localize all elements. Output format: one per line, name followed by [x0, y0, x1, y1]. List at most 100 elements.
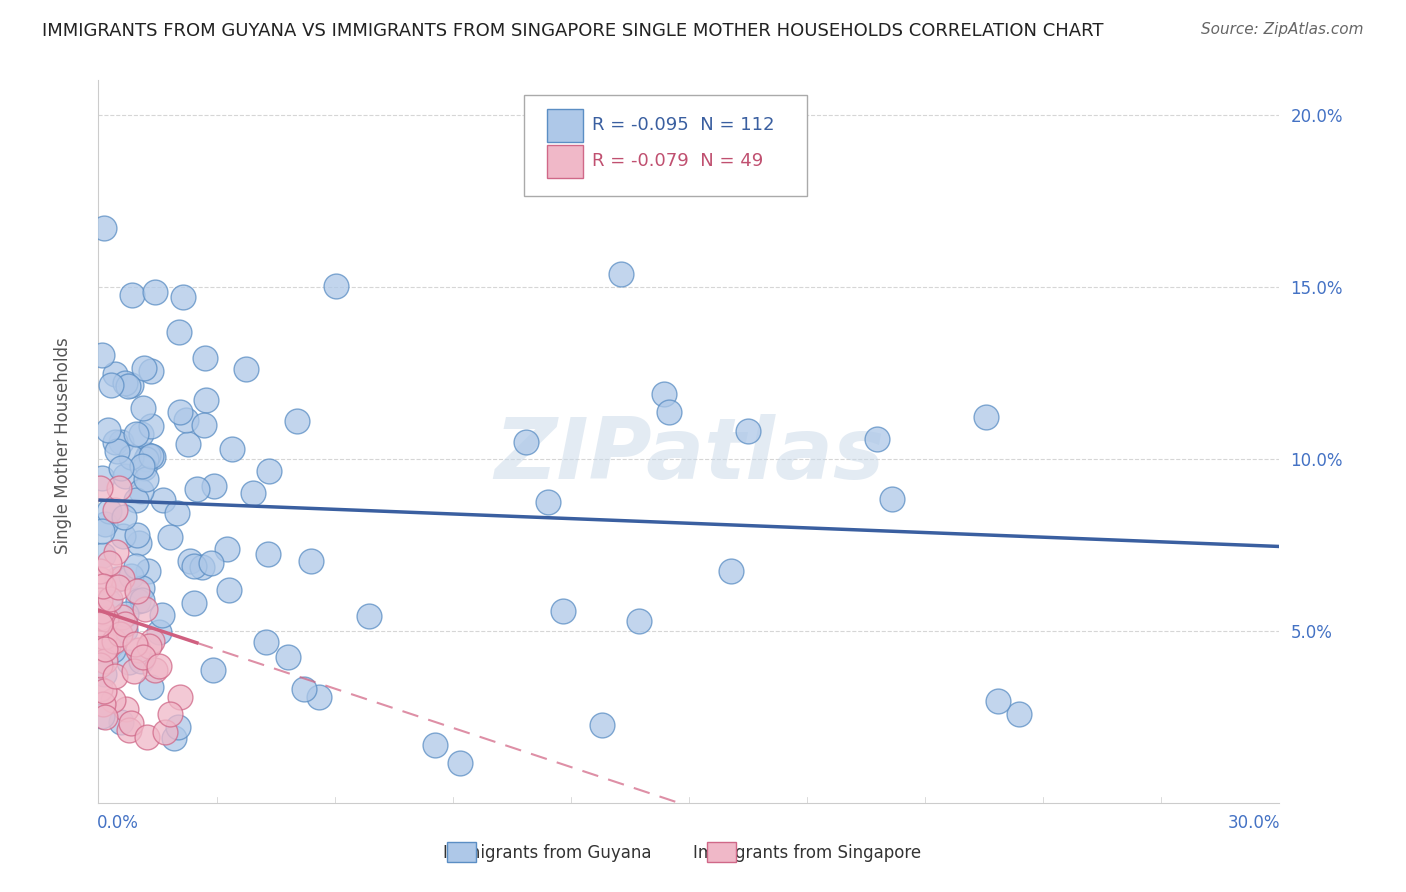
Point — [139, 681, 162, 695]
Point — [257, 548, 280, 562]
Point — [91, 549, 114, 563]
Point — [591, 718, 613, 732]
Point — [143, 285, 166, 299]
Point — [93, 684, 115, 698]
Text: 30.0%: 30.0% — [1229, 814, 1281, 831]
Point — [152, 493, 174, 508]
Point — [159, 530, 181, 544]
Point — [202, 479, 225, 493]
Point — [425, 738, 447, 752]
Text: ZIPatlas: ZIPatlas — [494, 415, 884, 498]
Text: Immigrants from Guyana: Immigrants from Guyana — [443, 845, 651, 863]
Point — [254, 635, 277, 649]
Point — [127, 643, 149, 657]
Point — [124, 664, 146, 678]
Point — [108, 626, 131, 640]
Point — [97, 423, 120, 437]
Point — [134, 601, 156, 615]
Point — [103, 634, 125, 648]
Point — [285, 414, 308, 428]
Point — [131, 592, 153, 607]
Point — [221, 442, 243, 456]
Point — [104, 367, 127, 381]
Point — [515, 435, 537, 450]
Point — [131, 458, 153, 473]
Point — [94, 612, 117, 626]
Point — [110, 435, 132, 450]
Point — [103, 693, 125, 707]
Text: IMMIGRANTS FROM GUYANA VS IMMIGRANTS FROM SINGAPORE SINGLE MOTHER HOUSEHOLDS COR: IMMIGRANTS FROM GUYANA VS IMMIGRANTS FRO… — [42, 22, 1104, 40]
Point — [107, 580, 129, 594]
Point — [104, 434, 127, 449]
Point — [737, 424, 759, 438]
Point — [125, 427, 148, 442]
Point — [183, 559, 205, 574]
Point — [194, 351, 217, 365]
Point — [652, 387, 675, 401]
Point — [94, 516, 117, 531]
Point — [257, 464, 280, 478]
Point — [610, 268, 633, 282]
Point — [183, 596, 205, 610]
Point — [159, 707, 181, 722]
Bar — [707, 842, 737, 862]
Point — [882, 491, 904, 506]
Bar — [447, 842, 477, 862]
Point — [194, 393, 217, 408]
Point — [104, 669, 127, 683]
Point — [91, 524, 114, 539]
Point — [658, 405, 681, 419]
Point — [139, 364, 162, 378]
Point — [1008, 706, 1031, 721]
FancyBboxPatch shape — [523, 95, 807, 196]
Point — [172, 290, 194, 304]
Point — [97, 595, 120, 609]
Point — [107, 481, 129, 495]
Point — [292, 682, 315, 697]
Point — [110, 461, 132, 475]
Text: Immigrants from Singapore: Immigrants from Singapore — [693, 845, 921, 863]
Point — [127, 527, 149, 541]
Point — [114, 616, 136, 631]
Text: R = -0.095  N = 112: R = -0.095 N = 112 — [592, 116, 775, 134]
Point — [201, 663, 224, 677]
Point — [120, 716, 142, 731]
Point — [91, 604, 114, 618]
Point — [134, 461, 156, 475]
Point — [91, 709, 114, 723]
Bar — [547, 109, 582, 142]
Point — [242, 485, 264, 500]
Point — [118, 723, 141, 738]
Text: R = -0.079  N = 49: R = -0.079 N = 49 — [592, 153, 763, 170]
Point — [153, 725, 176, 739]
Point — [218, 582, 240, 597]
Point — [89, 572, 111, 586]
Point — [114, 702, 136, 716]
Point — [89, 657, 111, 672]
Point — [98, 592, 121, 607]
Bar — [547, 145, 582, 178]
Point — [110, 714, 132, 729]
Point — [100, 377, 122, 392]
Point — [111, 529, 134, 543]
Point — [93, 641, 115, 656]
Point — [308, 690, 330, 704]
Point — [132, 361, 155, 376]
Point — [148, 625, 170, 640]
Point — [138, 639, 160, 653]
Point — [105, 545, 128, 559]
Point — [120, 450, 142, 464]
Point — [112, 510, 135, 524]
Point — [114, 623, 136, 637]
Point — [89, 481, 111, 495]
Point — [127, 594, 149, 608]
Point — [91, 348, 114, 362]
Point — [111, 571, 134, 585]
Point — [93, 667, 115, 681]
Point — [217, 542, 239, 557]
Point — [94, 710, 117, 724]
Point — [125, 558, 148, 573]
Point — [97, 556, 120, 570]
Point — [193, 417, 215, 432]
Point — [720, 564, 742, 578]
